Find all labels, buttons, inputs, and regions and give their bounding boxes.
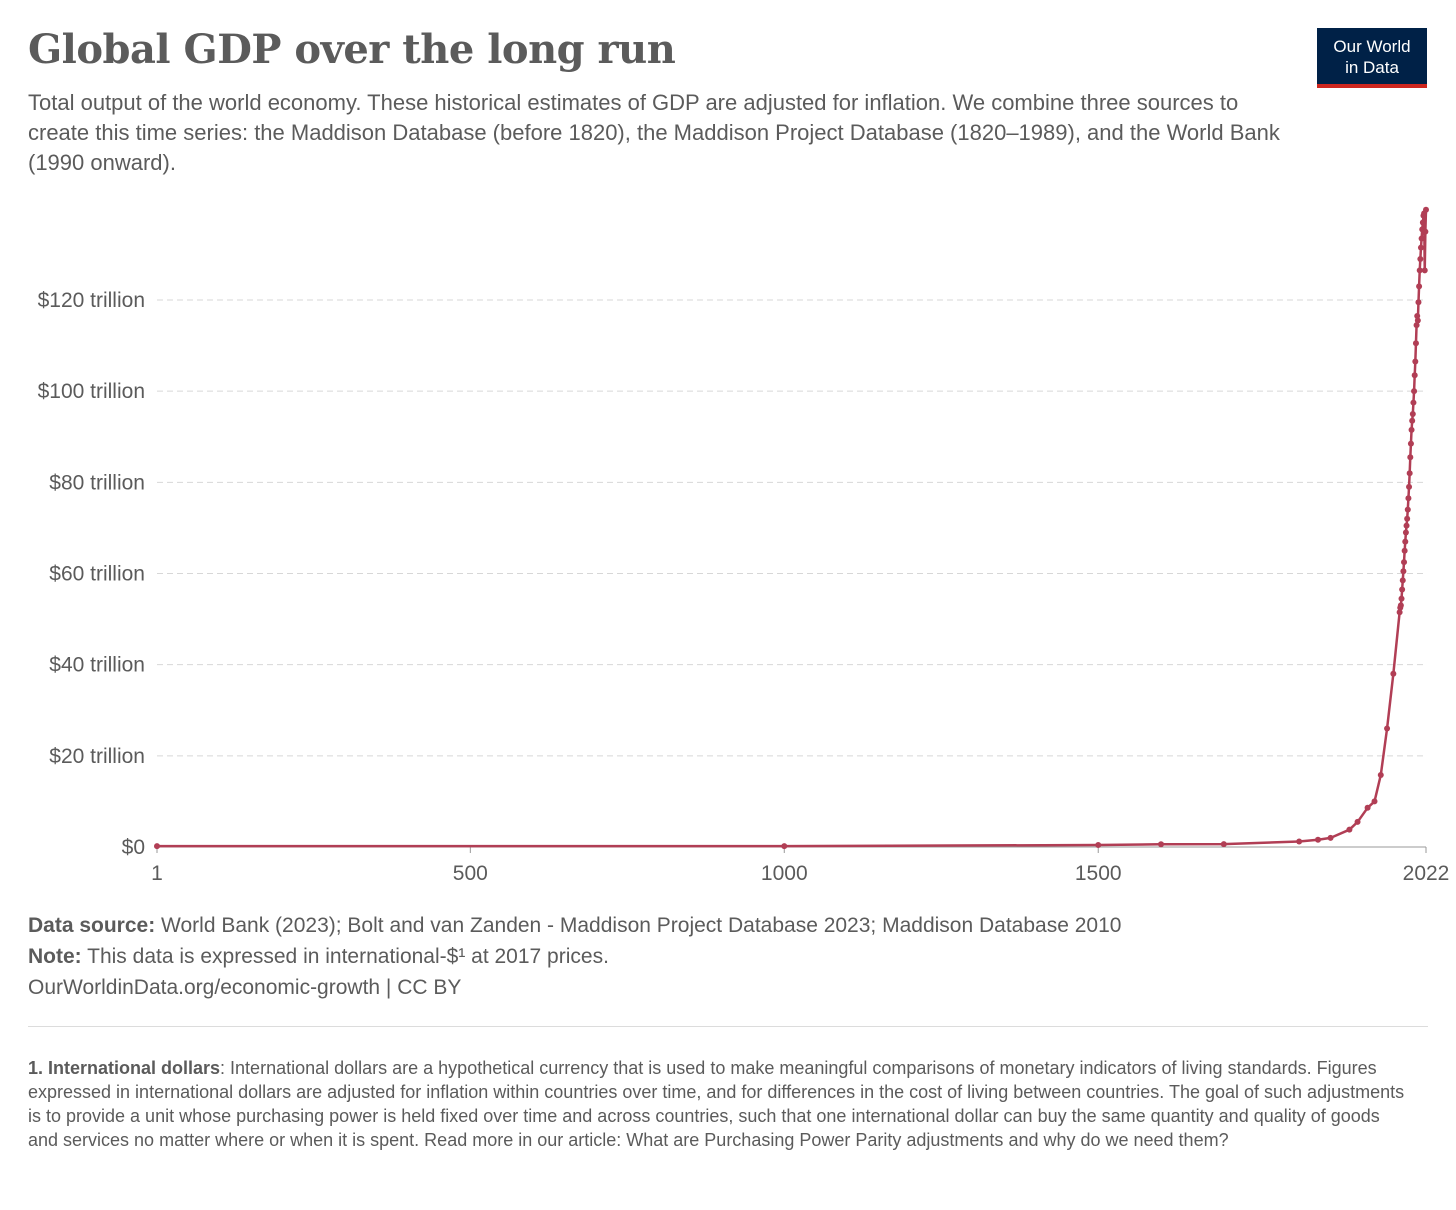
footnote-text: : International dollars are a hypothetic… [28, 1058, 1405, 1150]
data-point[interactable] [1371, 798, 1378, 805]
data-point[interactable] [1400, 568, 1407, 575]
note-label: Note: [28, 945, 82, 968]
note-text: This data is expressed in international-… [81, 945, 609, 968]
x-axis: 1 500 1000 1500 2022 [151, 846, 1450, 885]
data-point[interactable] [1220, 841, 1227, 848]
source-url-link[interactable]: OurWorldinData.org/economic-growth | CC … [28, 976, 462, 999]
data-point[interactable] [1402, 538, 1409, 545]
data-point[interactable] [1410, 399, 1417, 406]
data-source-text[interactable]: World Bank (2023); Bolt and van Zanden -… [155, 914, 1122, 937]
footnote-international-dollars: 1. International dollars: International … [28, 1056, 1413, 1152]
y-tick-label: $20 trillion [49, 745, 145, 768]
data-point[interactable] [1414, 312, 1421, 319]
y-tick-label: $0 [122, 836, 145, 859]
data-point[interactable] [1418, 235, 1425, 242]
data-point[interactable] [1377, 771, 1384, 778]
x-tick-label: 1500 [1075, 862, 1122, 885]
series-world [154, 206, 1429, 850]
data-source-label: Data source: [28, 914, 156, 937]
data-point[interactable] [1346, 826, 1353, 833]
data-point[interactable] [1407, 454, 1414, 461]
data-point[interactable] [1403, 522, 1410, 529]
data-source-line: Data source: World Bank (2023); Bolt and… [28, 910, 1428, 941]
data-point[interactable] [1414, 317, 1421, 324]
chart-subtitle: Total output of the world economy. These… [28, 90, 1280, 175]
data-point[interactable] [1404, 506, 1411, 513]
y-axis-labels: $0 $20 trillion $40 trillion $60 trillion $8… [38, 289, 145, 859]
data-point[interactable] [1407, 440, 1414, 447]
data-point[interactable] [1412, 358, 1419, 365]
data-point[interactable] [1422, 228, 1429, 235]
data-point[interactable] [1423, 206, 1429, 213]
gridlines [157, 299, 1426, 757]
y-tick-label: $60 trillion [49, 563, 145, 586]
data-point[interactable] [1406, 483, 1413, 490]
data-point[interactable] [1158, 841, 1165, 848]
data-point[interactable] [1416, 267, 1423, 274]
x-tick-label: 500 [453, 862, 488, 885]
data-point[interactable] [1398, 595, 1405, 602]
data-point[interactable] [1406, 470, 1413, 477]
line-chart: $0 $20 trillion $40 trillion $60 trillion $8… [38, 206, 1450, 885]
data-point[interactable] [1413, 322, 1420, 329]
footer-divider [28, 1026, 1428, 1027]
data-point[interactable] [1396, 609, 1403, 616]
owid-logo[interactable]: Our World in Data [1317, 28, 1427, 88]
data-point[interactable] [1384, 725, 1391, 732]
x-tick-label: 1 [151, 862, 163, 885]
y-tick-label: $120 trillion [38, 289, 145, 312]
footnote-label: 1. International dollars [28, 1058, 221, 1078]
data-point[interactable] [1399, 586, 1406, 593]
data-point[interactable] [1421, 267, 1428, 274]
data-point[interactable] [1354, 818, 1361, 825]
data-point[interactable] [1411, 372, 1418, 379]
y-tick-label: $80 trillion [49, 471, 145, 494]
data-point[interactable] [1397, 602, 1404, 609]
data-point[interactable] [781, 843, 788, 850]
x-tick-label: 2022 [1403, 862, 1450, 885]
data-point[interactable] [1095, 842, 1102, 849]
data-point[interactable] [1409, 410, 1416, 417]
note-line: Note: This data is expressed in internat… [28, 941, 1428, 972]
data-point[interactable] [1390, 670, 1397, 677]
data-point[interactable] [1399, 577, 1406, 584]
data-point[interactable] [1327, 834, 1334, 841]
data-point[interactable] [1404, 515, 1411, 522]
data-point[interactable] [1401, 547, 1408, 554]
x-tick-label: 1000 [761, 862, 808, 885]
series-line [156, 209, 1428, 848]
data-point[interactable] [154, 843, 160, 850]
data-point[interactable] [1417, 244, 1424, 251]
data-point[interactable] [1401, 559, 1408, 566]
y-tick-label: $40 trillion [49, 654, 145, 677]
data-point[interactable] [1419, 219, 1426, 226]
chart-title: Global GDP over the long run [28, 26, 676, 73]
data-point[interactable] [1364, 804, 1371, 811]
logo-line-1: Our World [1333, 37, 1411, 56]
data-point[interactable] [1408, 426, 1415, 433]
data-point[interactable] [1416, 283, 1423, 290]
y-tick-label: $100 trillion [38, 380, 145, 403]
data-point[interactable] [1415, 299, 1422, 306]
data-point[interactable] [1405, 495, 1412, 502]
data-point[interactable] [1402, 529, 1409, 536]
data-point[interactable] [1411, 388, 1418, 395]
data-point[interactable] [1315, 836, 1321, 843]
data-point[interactable] [1296, 838, 1303, 845]
data-point[interactable] [1417, 255, 1424, 262]
data-point[interactable] [1412, 340, 1419, 347]
logo-line-2: in Data [1345, 58, 1399, 77]
data-point[interactable] [1409, 417, 1416, 424]
chart-footer: Data source: World Bank (2023); Bolt and… [28, 910, 1428, 1003]
